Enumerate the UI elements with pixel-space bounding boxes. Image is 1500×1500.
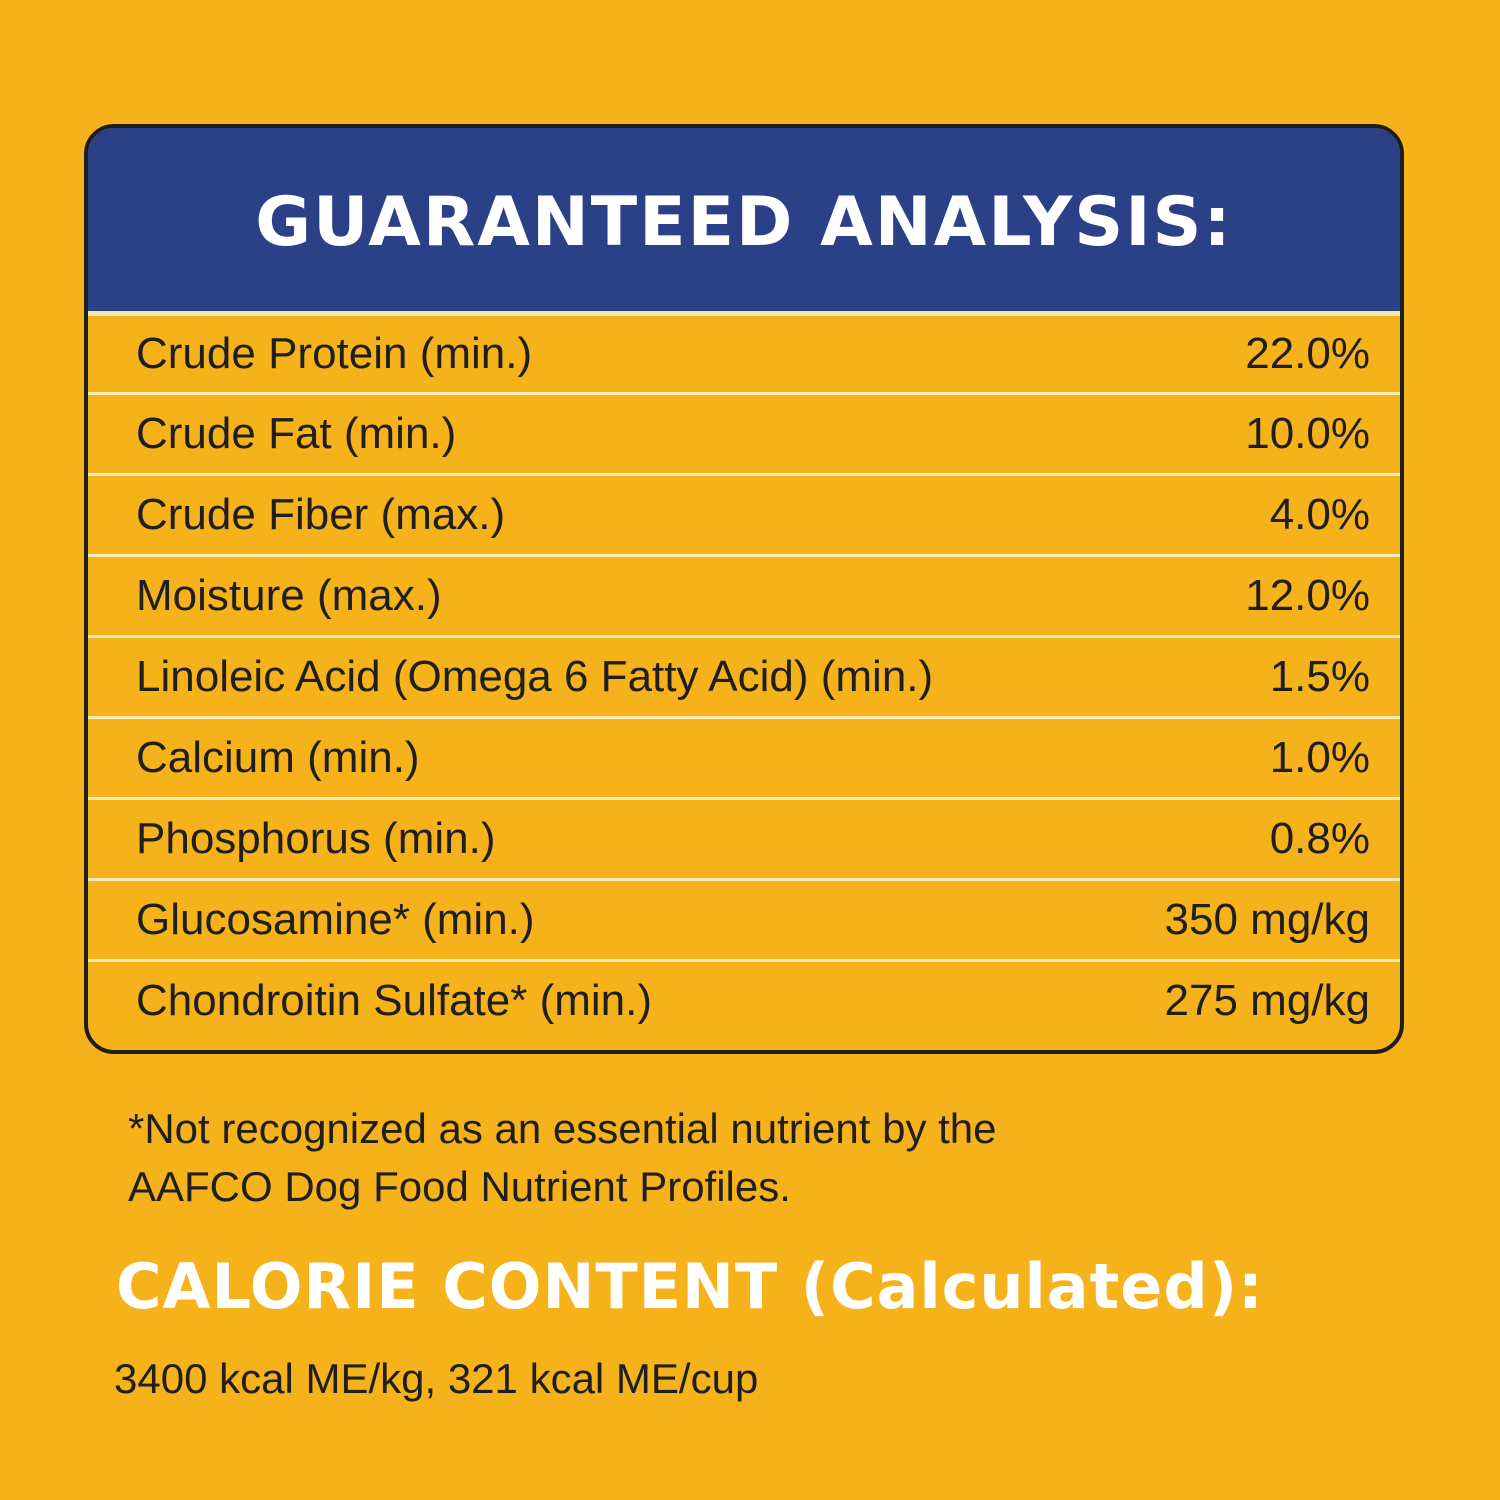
footnote-line-1: *Not recognized as an essential nutrient… bbox=[128, 1105, 997, 1152]
panel-title: GUARANTEED ANALYSIS: bbox=[255, 183, 1233, 262]
table-row: Crude Fat (min.) 10.0% bbox=[88, 392, 1400, 473]
row-label: Glucosamine* (min.) bbox=[136, 895, 535, 944]
row-value: 22.0% bbox=[1245, 329, 1370, 378]
table-row: Crude Protein (min.) 22.0% bbox=[88, 311, 1400, 392]
footnote: *Not recognized as an essential nutrient… bbox=[128, 1100, 1128, 1216]
table-row: Linoleic Acid (Omega 6 Fatty Acid) (min.… bbox=[88, 635, 1400, 716]
table-row: Crude Fiber (max.) 4.0% bbox=[88, 473, 1400, 554]
table-row: Moisture (max.) 12.0% bbox=[88, 554, 1400, 635]
row-label: Chondroitin Sulfate* (min.) bbox=[136, 976, 653, 1025]
row-value: 12.0% bbox=[1245, 571, 1370, 620]
calorie-content-title: CALORIE CONTENT (Calculated): bbox=[116, 1250, 1264, 1323]
row-value: 350 mg/kg bbox=[1164, 895, 1370, 944]
row-value: 4.0% bbox=[1269, 490, 1370, 539]
footnote-line-2: AAFCO Dog Food Nutrient Profiles. bbox=[128, 1163, 791, 1210]
table-row: Phosphorus (min.) 0.8% bbox=[88, 797, 1400, 878]
calorie-content-value: 3400 kcal ME/kg, 321 kcal ME/cup bbox=[114, 1355, 759, 1402]
row-label: Moisture (max.) bbox=[136, 571, 442, 620]
row-label: Linoleic Acid (Omega 6 Fatty Acid) (min.… bbox=[136, 652, 934, 701]
row-label: Calcium (min.) bbox=[136, 733, 420, 782]
row-value: 0.8% bbox=[1269, 814, 1370, 863]
table-row: Glucosamine* (min.) 350 mg/kg bbox=[88, 878, 1400, 959]
row-label: Phosphorus (min.) bbox=[136, 814, 496, 863]
table-row: Chondroitin Sulfate* (min.) 275 mg/kg bbox=[88, 959, 1400, 1040]
row-label: Crude Fat (min.) bbox=[136, 409, 457, 458]
row-value: 10.0% bbox=[1245, 409, 1370, 458]
row-value: 1.5% bbox=[1269, 652, 1370, 701]
row-label: Crude Protein (min.) bbox=[136, 329, 533, 378]
panel-header: GUARANTEED ANALYSIS: bbox=[88, 128, 1400, 311]
table-row: Calcium (min.) 1.0% bbox=[88, 716, 1400, 797]
row-value: 1.0% bbox=[1269, 733, 1370, 782]
row-value: 275 mg/kg bbox=[1164, 976, 1370, 1025]
analysis-table: Crude Protein (min.) 22.0% Crude Fat (mi… bbox=[88, 311, 1400, 1050]
guaranteed-analysis-panel: GUARANTEED ANALYSIS: Crude Protein (min.… bbox=[84, 124, 1404, 1054]
row-label: Crude Fiber (max.) bbox=[136, 490, 506, 539]
